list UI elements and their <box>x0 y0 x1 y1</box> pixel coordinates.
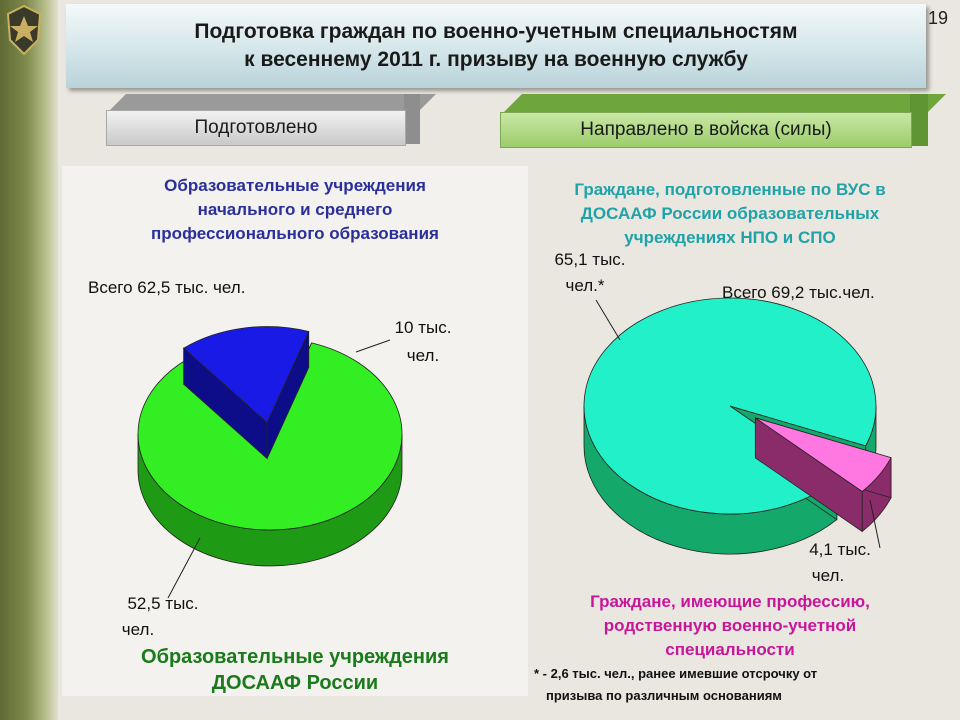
footnote-line2: призыва по различным основаниям <box>546 688 782 703</box>
right-total-label: Всего 69,2 тыс.чел. <box>722 283 875 302</box>
left-decor-stripe <box>0 0 58 720</box>
right-heading-line2: ДОСААФ России образовательных <box>580 204 880 223</box>
left-heading-line1: Образовательные учреждения <box>164 176 426 195</box>
right-pink-heading-line3: специальности <box>665 640 795 659</box>
right-pink-heading-line2: родственную военно-учетной <box>603 616 857 635</box>
right-heading-line1: Граждане, подготовленные по ВУС в <box>574 180 886 199</box>
left-big-leader-line <box>167 537 201 599</box>
left-small-slice-label-line2: чел. <box>406 346 440 365</box>
right-big-slice-label-line1: 65,1 тыс. <box>554 250 626 269</box>
prepared-button[interactable]: Подготовлено <box>106 110 406 146</box>
emblem-icon <box>6 4 42 56</box>
right-small-slice-label-line2: чел. <box>811 566 845 585</box>
right-big-slice-label-line2: чел.* <box>565 276 605 295</box>
left-footer-line2: ДОСААФ России <box>211 672 379 694</box>
slide-number: 19 <box>927 8 948 28</box>
right-pink-heading-line1: Граждане, имеющие профессию, <box>590 592 870 611</box>
left-heading-line2: начального и среднего <box>197 200 393 219</box>
right-pie-slice-1-top <box>755 417 892 492</box>
left-button-side-face <box>404 94 420 144</box>
right-small-slice-label-line1: 4,1 тыс. <box>809 540 871 559</box>
left-big-slice-label-line1: 52,5 тыс. <box>127 594 199 613</box>
page-title-line2: к весеннему 2011 г. призыву на военную с… <box>244 48 748 71</box>
left-footer-line1: Образовательные учреждения <box>141 646 449 668</box>
left-big-slice-label-line2: чел. <box>121 620 155 639</box>
footnote-line1: * - 2,6 тыс. чел., ранее имевшие отсрочк… <box>534 666 818 681</box>
right-heading-line3: учреждениях НПО и СПО <box>624 228 836 247</box>
left-total-label: Всего 62,5 тыс. чел. <box>88 278 246 297</box>
right-button-side-face <box>910 94 928 146</box>
left-small-leader-line <box>355 339 391 353</box>
title-bar: Подготовка граждан по военно-учетным спе… <box>66 4 926 88</box>
right-big-leader-line <box>595 299 621 341</box>
sent-to-troops-button[interactable]: Направлено в войска (силы) <box>500 112 912 148</box>
right-small-leader-line <box>869 499 881 549</box>
left-small-slice-label-line1: 10 тыс. <box>394 318 452 337</box>
left-heading-line3: профессионального образования <box>151 224 439 243</box>
page-title-line1: Подготовка граждан по военно-учетным спе… <box>194 20 798 43</box>
left-pie-slice-1-top <box>182 326 310 424</box>
